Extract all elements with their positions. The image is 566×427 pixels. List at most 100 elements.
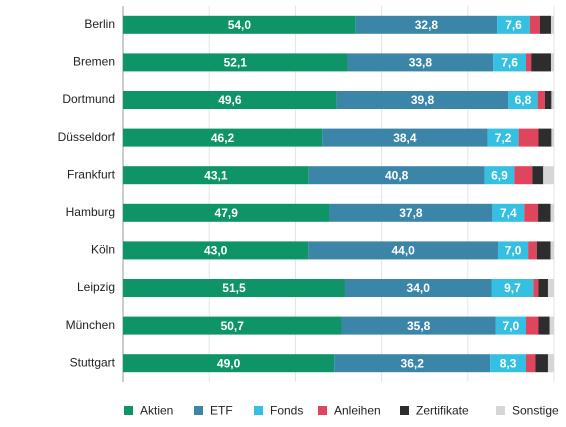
legend-label: Fonds (270, 404, 303, 418)
y-tick-label: Bremen (73, 55, 115, 69)
value-label: 6,9 (491, 168, 508, 182)
legend-swatch (124, 406, 133, 415)
bar-segment (123, 91, 337, 109)
legend-label: Zertifikate (416, 404, 469, 418)
value-label: 8,3 (500, 356, 517, 370)
value-label: 7,0 (505, 244, 522, 258)
value-label: 32,8 (415, 18, 439, 32)
bar-segment (549, 316, 554, 335)
bar-segment (543, 166, 554, 185)
bar-segment (123, 53, 348, 72)
bar-segment (533, 279, 539, 297)
bar-segment (529, 15, 540, 34)
bar-segment (551, 91, 554, 109)
bar-segment (322, 128, 488, 147)
value-label: 54,0 (228, 18, 252, 32)
legend-label: Sonstige (512, 404, 559, 418)
y-tick-label: München (66, 318, 115, 332)
bar-segment (493, 53, 526, 72)
bar-segment (490, 354, 526, 373)
value-label: 51,5 (222, 281, 246, 295)
y-tick-label: Düsseldorf (58, 130, 116, 144)
bar-segment (344, 279, 492, 297)
value-label: 43,0 (204, 244, 228, 258)
bar-segment (525, 354, 536, 373)
bar-segment (550, 203, 554, 222)
value-label: 7,4 (500, 206, 517, 220)
bar-segment (550, 241, 554, 260)
value-label: 7,0 (503, 319, 520, 333)
bar-segment (123, 128, 323, 147)
value-label: 50,7 (221, 319, 245, 333)
bar-segment (547, 279, 554, 297)
y-tick-label: Hamburg (66, 205, 115, 219)
bar-segment (525, 316, 539, 335)
bar-segment (531, 53, 551, 72)
bar-segment (329, 203, 493, 222)
bar-segment (123, 15, 356, 34)
bar-segment (308, 241, 498, 260)
bar-segment (341, 316, 496, 335)
value-label: 38,4 (393, 131, 417, 145)
value-label: 35,8 (407, 319, 431, 333)
bar-segment (539, 15, 551, 34)
value-label: 33,8 (409, 56, 433, 70)
bar-segment (525, 53, 532, 72)
y-tick-label: Dortmund (62, 92, 115, 106)
value-label: 46,2 (211, 131, 235, 145)
bar-segment (497, 241, 529, 260)
bar-segment (535, 354, 548, 373)
bar-segment (550, 15, 554, 34)
y-tick-label: Stuttgart (70, 355, 116, 369)
value-label: 7,6 (501, 56, 518, 70)
value-label: 34,0 (407, 281, 431, 295)
bar-segment (538, 316, 550, 335)
value-label: 49,6 (218, 93, 242, 107)
legend-swatch (254, 406, 263, 415)
bar-segment (518, 128, 539, 147)
value-label: 7,6 (505, 18, 522, 32)
bar-segment (492, 203, 525, 222)
legend-swatch (194, 406, 203, 415)
bar-segment (538, 279, 548, 297)
value-label: 36,2 (401, 356, 425, 370)
bar-segment (532, 166, 544, 185)
bar-segment (508, 91, 538, 109)
value-label: 6,8 (515, 93, 532, 107)
legend-label: Anleihen (334, 404, 381, 418)
y-tick-label: Frankfurt (67, 167, 116, 181)
bar-segment (538, 128, 552, 147)
y-tick-label: Köln (91, 243, 115, 257)
bar-segment (497, 15, 530, 34)
value-label: 43,1 (204, 168, 228, 182)
bar-segment (334, 354, 491, 373)
value-label: 7,2 (495, 131, 512, 145)
y-tick-label: Berlin (84, 17, 115, 31)
bar-segment (123, 354, 335, 373)
value-label: 39,8 (411, 93, 435, 107)
legend-label: ETF (210, 404, 233, 418)
legend-swatch (496, 406, 505, 415)
bar-segment (123, 241, 309, 260)
bar-segment (336, 91, 509, 109)
bar-segment (495, 316, 526, 335)
bar-segment (537, 91, 545, 109)
bar-segment (123, 203, 330, 222)
legend-label: Aktien (140, 404, 173, 418)
value-label: 9,7 (504, 281, 521, 295)
bar-segment (514, 166, 533, 185)
bar-segment (550, 53, 554, 72)
y-tick-label: Leipzig (77, 280, 115, 294)
bar-segment (347, 53, 494, 72)
legend-swatch (318, 406, 327, 415)
bar-segment (308, 166, 485, 185)
bar-segment (355, 15, 498, 34)
bar-segment (123, 166, 309, 185)
value-label: 40,8 (385, 168, 409, 182)
value-label: 49,0 (217, 356, 241, 370)
bar-segment (528, 241, 537, 260)
bar-segment (491, 279, 534, 297)
bar-segment (538, 203, 551, 222)
value-label: 37,8 (399, 206, 423, 220)
